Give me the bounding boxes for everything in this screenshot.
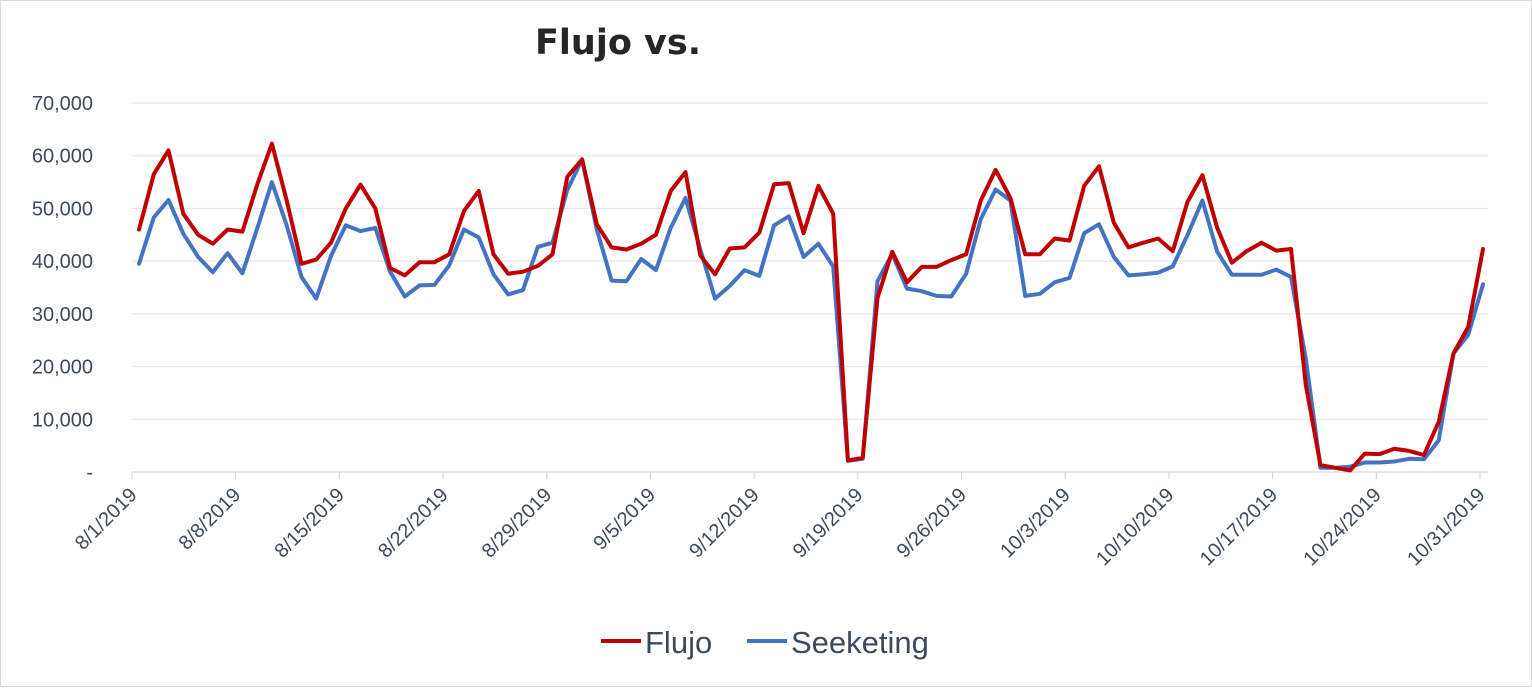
x-tick-label: 9/5/2019 [589,484,660,555]
x-tick-label: 10/31/2019 [1403,484,1489,570]
x-tick-label: 9/26/2019 [893,484,971,562]
y-tick-label: - [86,462,93,484]
x-axis-ticks: 8/1/2019 8/8/2019 8/15/2019 8/22/2019 8/29/2… [71,472,1490,570]
x-tick-label: 9/19/2019 [789,484,867,562]
y-tick-label: 40,000 [32,251,93,273]
legend-label-seeketing: Seeketing [791,625,929,660]
y-tick-label: 60,000 [32,146,93,168]
legend-label-flujo: Flujo [645,625,712,660]
x-tick-label: 10/17/2019 [1196,484,1282,570]
x-tick-label: 8/29/2019 [478,484,556,562]
gridlines [132,102,1488,473]
x-tick-label: 10/3/2019 [996,484,1074,562]
y-tick-label: 20,000 [32,357,93,379]
series-line-seeketing [137,157,1485,470]
x-tick-label: 8/15/2019 [270,484,348,562]
series-line-flujo [137,141,1485,473]
x-tick-label: 8/1/2019 [71,484,142,555]
x-tick-label: 9/12/2019 [685,484,763,562]
x-tick-label: 8/8/2019 [175,484,246,555]
legend: Flujo Seeketing [601,625,929,660]
chart-title: Flujo vs. [535,23,701,63]
x-tick-label: 8/22/2019 [374,484,452,562]
y-tick-label: 30,000 [32,304,93,326]
y-tick-label: 50,000 [32,198,93,220]
y-axis-ticks: - 10,000 20,000 30,000 40,000 50,000 60,000 70,… [32,93,93,484]
y-tick-label: 10,000 [32,409,93,431]
x-tick-label: 10/10/2019 [1092,484,1178,570]
x-tick-label: 10/24/2019 [1299,484,1385,570]
y-tick-label: 70,000 [32,93,93,115]
series-lines [137,141,1485,473]
